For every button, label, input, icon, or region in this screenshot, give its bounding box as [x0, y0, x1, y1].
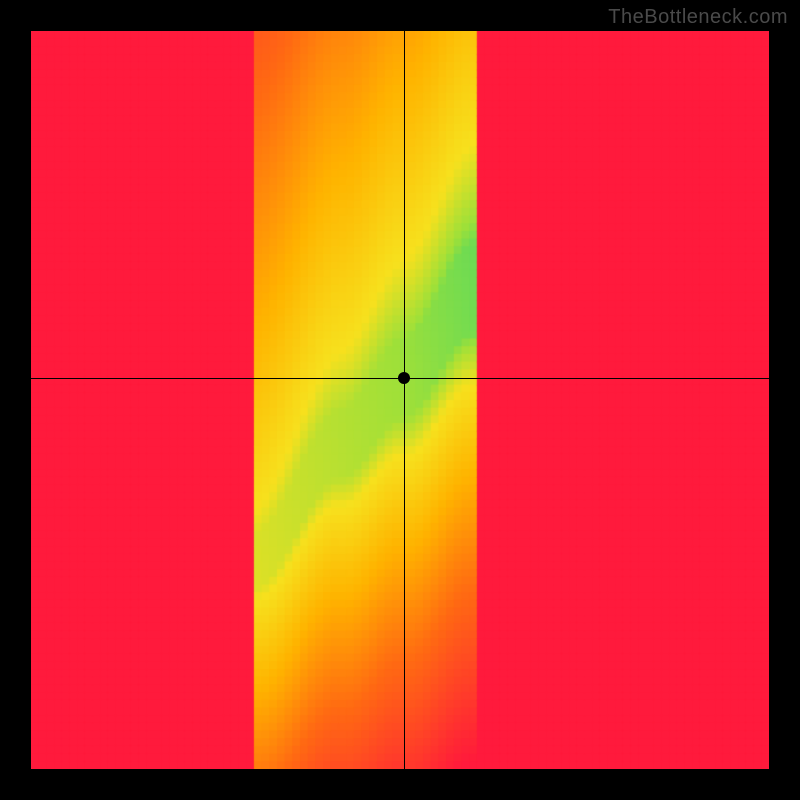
- bottleneck-heatmap: [31, 31, 769, 769]
- selection-marker: [398, 372, 410, 384]
- watermark-text: TheBottleneck.com: [608, 6, 788, 29]
- heatmap-canvas: [31, 31, 769, 769]
- crosshair-vertical: [404, 31, 405, 769]
